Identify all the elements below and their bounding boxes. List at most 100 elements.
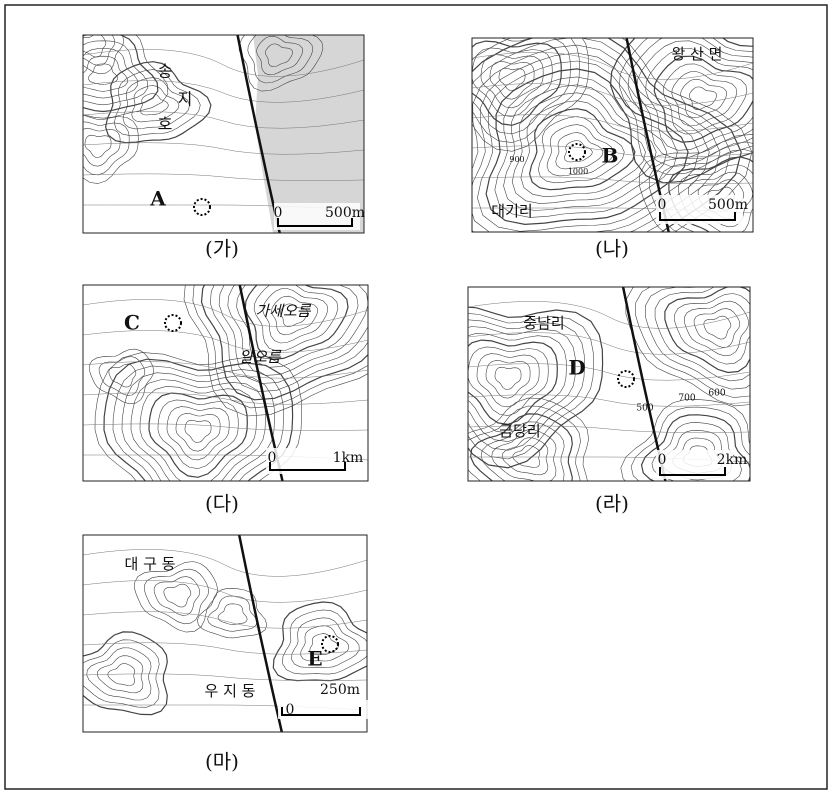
- map-label: 지: [178, 90, 193, 109]
- contour: [654, 287, 750, 382]
- contour: [122, 77, 190, 130]
- contour: [468, 363, 750, 381]
- contour: [265, 43, 293, 68]
- contour: [528, 108, 636, 191]
- map-label: 500: [636, 404, 653, 414]
- contour: [98, 356, 146, 396]
- sea: [253, 35, 364, 233]
- contour: [83, 580, 367, 603]
- contour: [112, 365, 284, 481]
- contour: [494, 366, 522, 390]
- map-label: E: [307, 647, 322, 671]
- map-label: 1000: [568, 167, 588, 176]
- contour: [217, 603, 248, 625]
- contour: [472, 114, 753, 132]
- contour: [83, 35, 125, 75]
- contour: [96, 655, 144, 694]
- contour: [83, 642, 367, 655]
- map-caption: (다): [205, 492, 239, 516]
- contour: [503, 84, 668, 211]
- scale-length: 2km: [717, 452, 748, 468]
- contour: [157, 399, 239, 469]
- map-3: 중남리 D 금당리 500 700 600 0 2km: [467, 286, 751, 482]
- contour: [144, 568, 210, 625]
- map-1: 왕 산 면 B 1000 900 대기리 0 500m: [471, 37, 754, 233]
- contour: [218, 285, 368, 384]
- contour: [83, 80, 364, 103]
- map-content: [83, 35, 364, 233]
- contour: [83, 142, 364, 155]
- contour: [468, 306, 604, 469]
- contour: [209, 285, 368, 392]
- scale-zero: 0: [268, 450, 277, 466]
- map-caption: (가): [205, 237, 239, 261]
- contour: [83, 639, 160, 708]
- contour: [472, 38, 731, 232]
- contour: [546, 124, 614, 177]
- contour: [472, 145, 753, 158]
- contour: [639, 134, 753, 232]
- contour: [200, 285, 368, 401]
- scale-zero: 0: [658, 197, 667, 213]
- scale-bar: [659, 212, 736, 221]
- contour: [83, 111, 364, 129]
- map-label: 우 지 동: [205, 682, 256, 700]
- contour: [83, 673, 367, 681]
- contour: [148, 392, 248, 478]
- map-label: 가세오름: [255, 302, 311, 320]
- contour: [472, 38, 580, 143]
- contour: [468, 425, 750, 433]
- contour: [83, 299, 368, 327]
- contour: [564, 140, 593, 163]
- contour: [489, 61, 535, 100]
- contour: [477, 60, 700, 232]
- contour: [130, 379, 266, 481]
- contour: [703, 315, 732, 340]
- contour: [468, 326, 576, 442]
- contour: [89, 348, 155, 405]
- contour: [630, 406, 750, 481]
- contour: [163, 583, 192, 608]
- contour: [472, 38, 742, 232]
- target-circle: [321, 635, 339, 653]
- map-4: 대 구 동 E 우 지 동 0 250m: [82, 534, 368, 733]
- contour: [472, 47, 553, 117]
- contour: [648, 141, 753, 232]
- map-frame: [82, 34, 365, 234]
- contour: [207, 595, 258, 632]
- contour: [262, 288, 329, 344]
- map-label: 대 구 동: [125, 555, 176, 573]
- contour: [674, 293, 750, 365]
- scale-zero: 0: [658, 452, 667, 468]
- contour: [480, 54, 544, 109]
- contour: [134, 561, 218, 633]
- contour: [645, 48, 753, 151]
- contour: [103, 358, 294, 481]
- contour: [131, 85, 180, 123]
- map-content: [472, 38, 753, 232]
- road: [237, 535, 284, 732]
- map-label: 대기리: [491, 202, 532, 220]
- contour: [468, 319, 585, 451]
- contour: [227, 285, 368, 376]
- contour: [653, 55, 753, 143]
- contour: [472, 44, 721, 232]
- contour: [83, 35, 169, 119]
- map-caption: (라): [595, 492, 629, 516]
- contour: [468, 394, 750, 407]
- contour: [94, 352, 303, 481]
- scale-zero: 0: [286, 702, 295, 718]
- contour: [83, 361, 368, 379]
- contour: [627, 38, 753, 167]
- contour: [83, 330, 368, 353]
- scale-length: 500m: [325, 205, 365, 221]
- contour: [183, 285, 368, 417]
- contour: [83, 35, 107, 58]
- contour: [83, 173, 364, 181]
- map-label: 왕 산 면: [672, 45, 723, 63]
- contour: [140, 93, 169, 116]
- contour: [113, 69, 201, 137]
- scale-zero: 0: [274, 205, 283, 221]
- map-label: 중남리: [523, 314, 564, 332]
- contour: [468, 405, 581, 481]
